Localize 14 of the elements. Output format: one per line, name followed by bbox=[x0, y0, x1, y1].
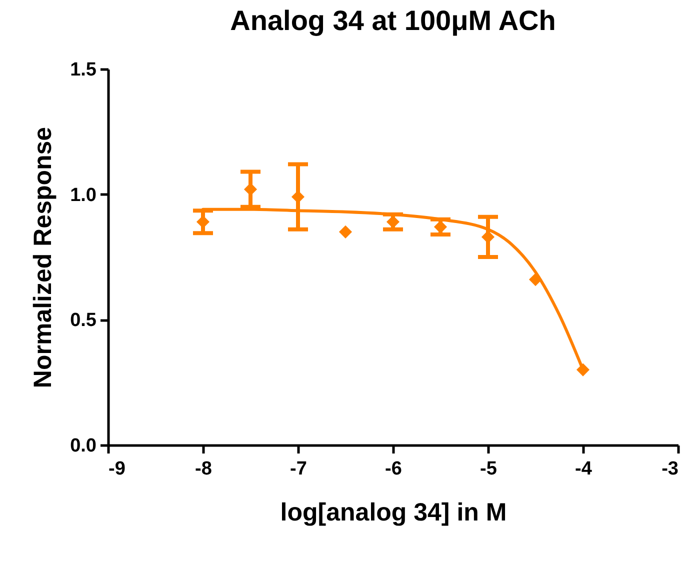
y-tick-label: 1.0 bbox=[70, 184, 96, 206]
x-tick-label: -6 bbox=[385, 458, 402, 480]
y-axis-title: Normalized Response bbox=[29, 126, 58, 388]
x-tick-label: -7 bbox=[290, 458, 307, 480]
chart-title: Analog 34 at 100μM ACh bbox=[230, 5, 556, 36]
x-tick-label: -3 bbox=[662, 458, 678, 480]
y-tick-label: 0.5 bbox=[70, 310, 97, 332]
x-axis-title: log[analog 34] in M bbox=[280, 498, 507, 526]
x-tick-label: -5 bbox=[480, 458, 498, 480]
y-tick-label: 1.5 bbox=[70, 60, 97, 80]
y-tick-label: 0.0 bbox=[70, 436, 96, 456]
x-tick-label: -8 bbox=[195, 458, 212, 480]
x-tick-label: -4 bbox=[575, 458, 592, 480]
x-tick-label: -9 bbox=[108, 458, 126, 480]
